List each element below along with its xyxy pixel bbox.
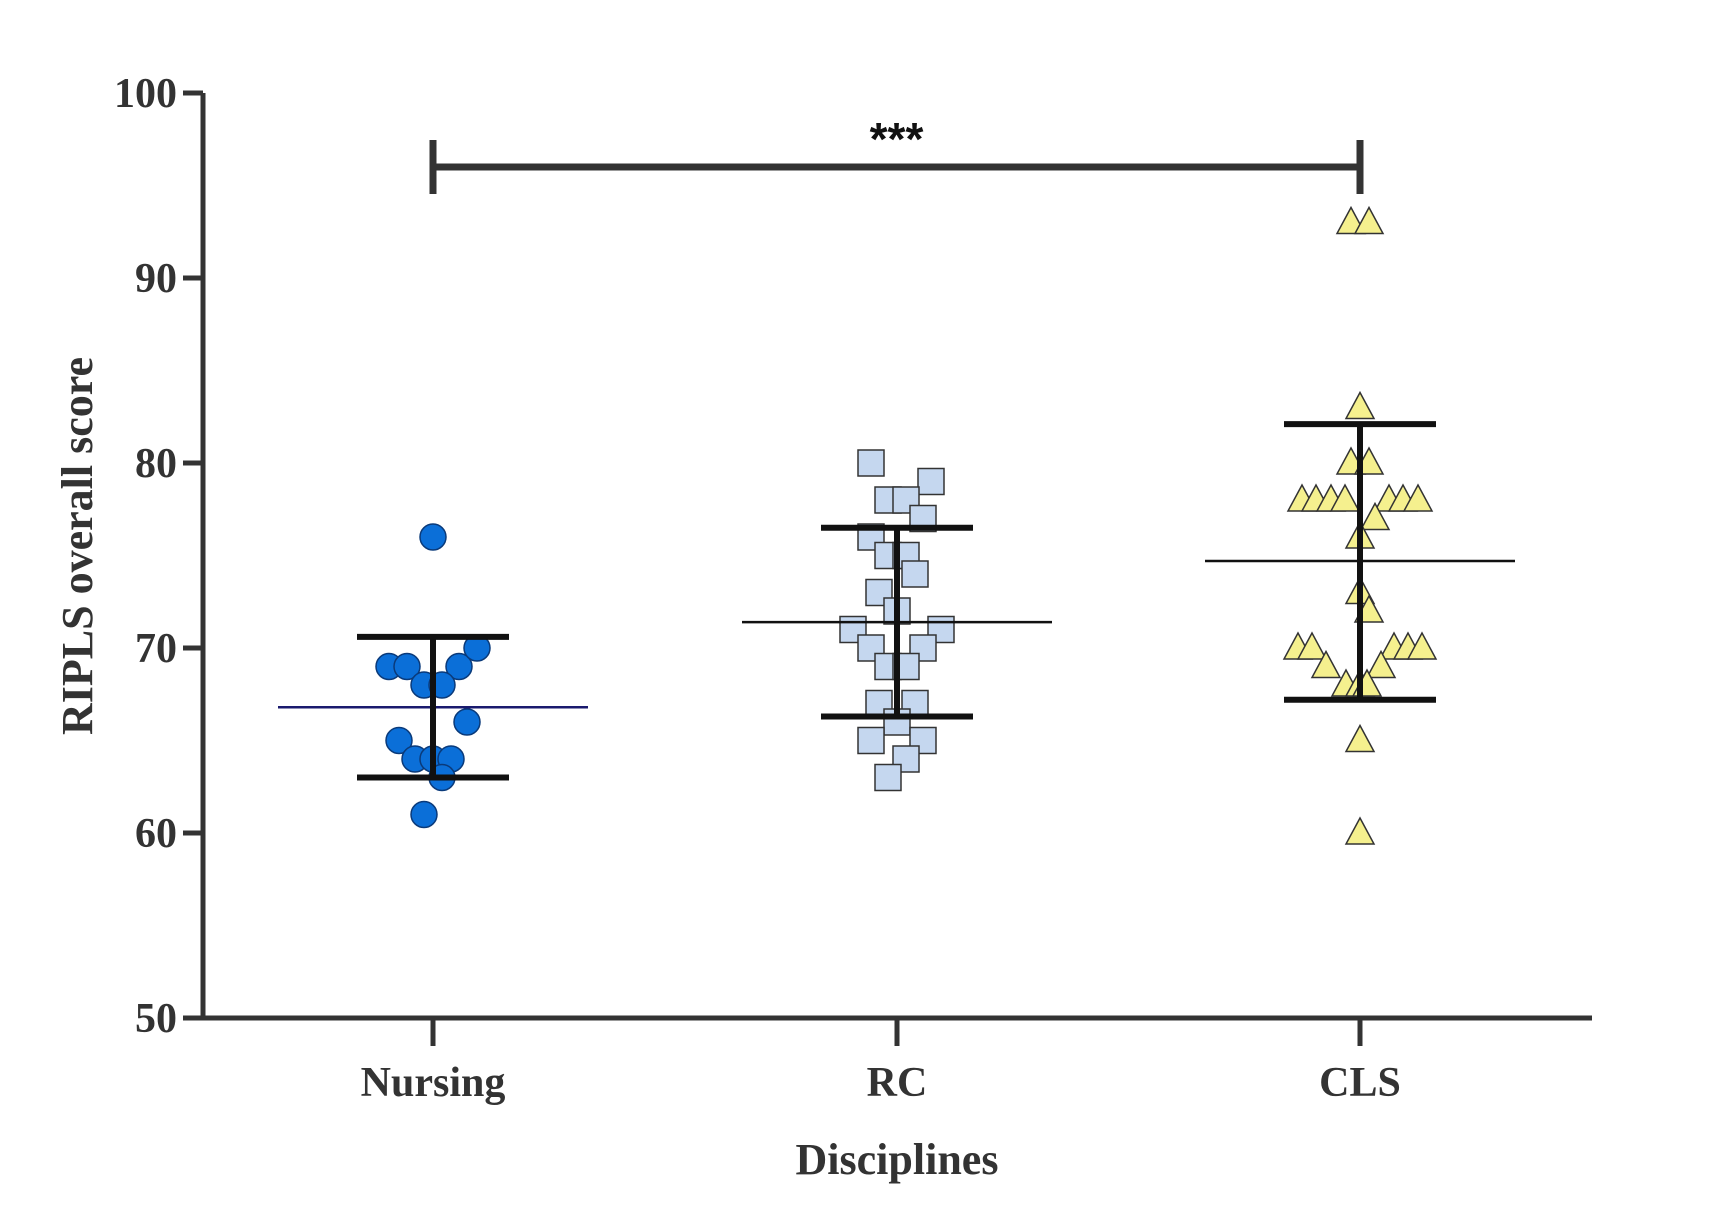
nursing-point <box>419 523 447 551</box>
cls-point <box>1296 631 1328 660</box>
plot-area: 50 60 70 80 90 100 Nursing RC CLS *** <box>114 71 1592 1106</box>
nursing-point <box>385 726 413 755</box>
rc-point <box>927 615 955 644</box>
y-tick-label: 70 <box>135 626 177 672</box>
nursing-point <box>393 652 421 681</box>
rc-point <box>892 486 920 514</box>
cls-point <box>1344 816 1376 845</box>
y-axis-title: RIPLS overall score <box>53 357 102 735</box>
nursing-point <box>445 652 473 681</box>
y-tick-label: 60 <box>135 811 177 857</box>
rc-point <box>901 560 929 588</box>
y-tick-label: 100 <box>114 71 177 117</box>
x-axis-title: Disciplines <box>796 1135 999 1184</box>
cls-point <box>1344 723 1376 753</box>
nursing-point <box>410 800 438 829</box>
rc-point <box>874 763 902 792</box>
nursing-point <box>453 708 481 736</box>
x-tick-label: CLS <box>1319 1060 1401 1106</box>
x-tick-label: RC <box>867 1060 928 1106</box>
cls-point <box>1406 631 1438 660</box>
cls-point <box>1310 649 1342 679</box>
rc-point <box>857 726 885 755</box>
rc-point <box>865 689 893 718</box>
cls-point <box>1359 501 1391 531</box>
cls-point <box>1365 649 1397 679</box>
significance-label: *** <box>870 113 924 165</box>
x-tick-label: Nursing <box>361 1060 506 1106</box>
cls-point <box>1402 483 1434 512</box>
rc-point <box>917 467 945 496</box>
y-tick-label: 90 <box>135 256 177 302</box>
cls-point <box>1344 390 1376 420</box>
cls-point <box>1353 205 1385 235</box>
cls-point <box>1329 483 1361 512</box>
y-tick-label: 50 <box>135 996 177 1042</box>
y-tick-label: 80 <box>135 441 177 487</box>
rc-point <box>857 449 885 477</box>
